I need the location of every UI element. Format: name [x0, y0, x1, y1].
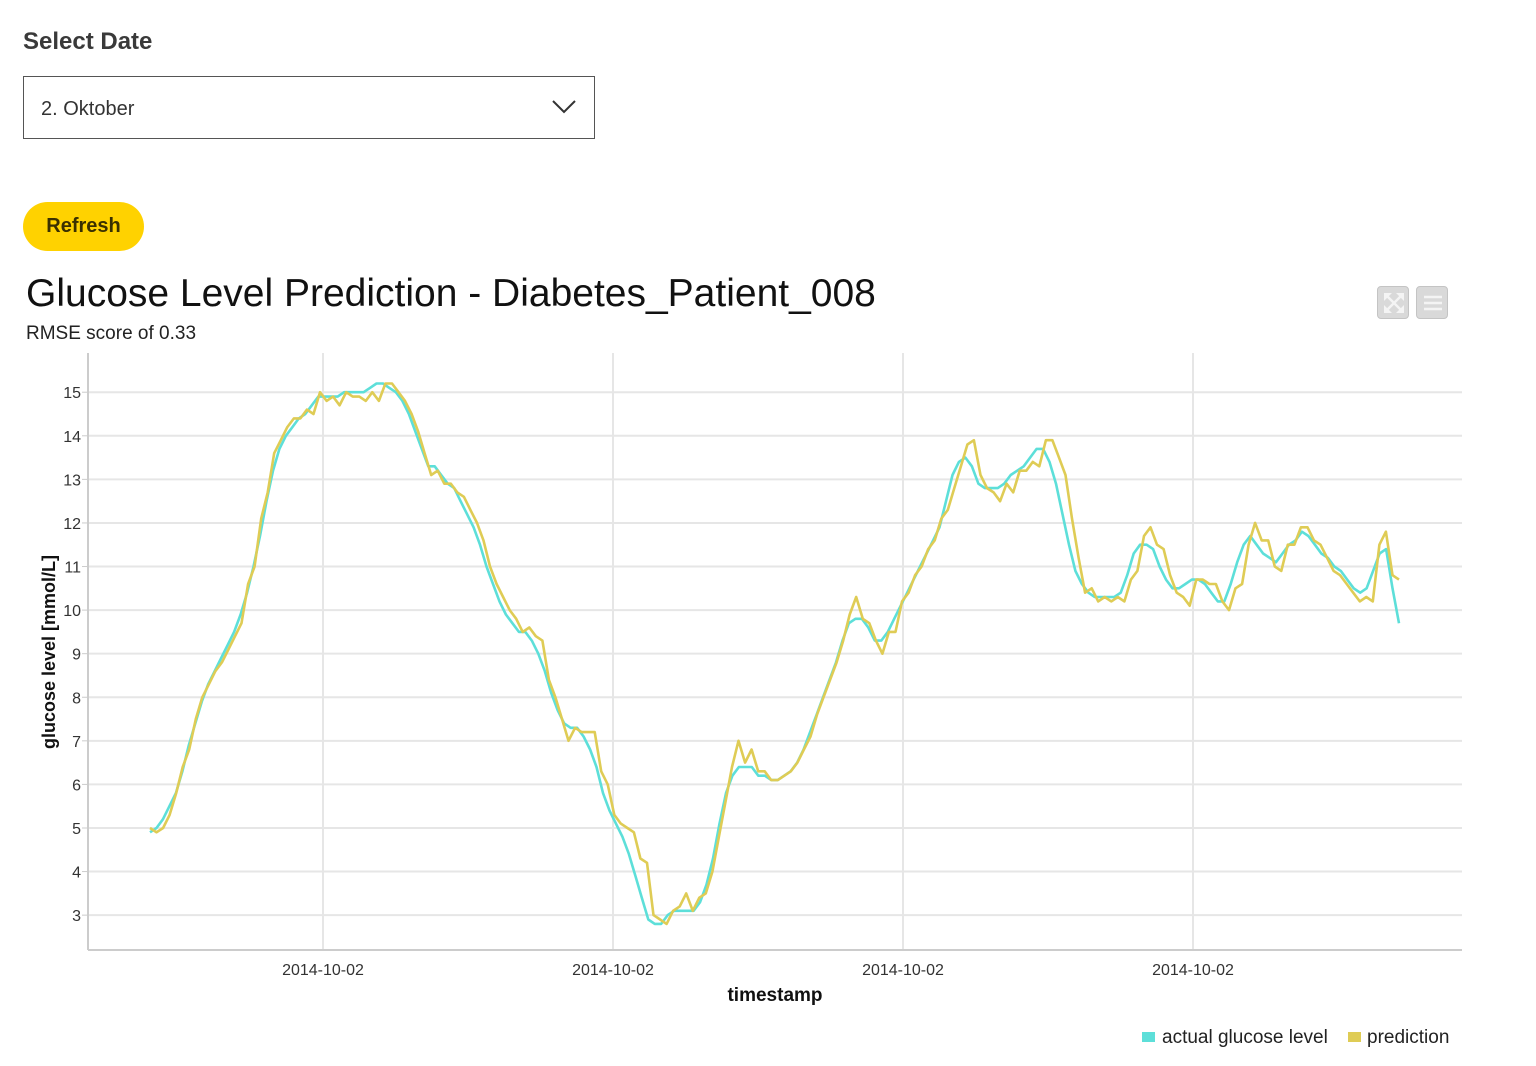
legend-label[interactable]: actual glucose level [1162, 1027, 1328, 1048]
refresh-button[interactable]: Refresh [23, 202, 144, 251]
y-axis-title: glucose level [mmol/L] [39, 555, 59, 749]
chart-subtitle: RMSE score of 0.33 [26, 323, 196, 344]
y-tick-label: 10 [63, 603, 81, 620]
x-tick-label: 2014-10-02 [862, 962, 944, 979]
legend-label[interactable]: prediction [1367, 1027, 1449, 1048]
series-lines [149, 382, 1401, 926]
menu-icon [1424, 295, 1442, 311]
y-tick-label: 3 [72, 908, 81, 925]
date-select-value: 2. Oktober [41, 98, 135, 120]
y-tick-label: 4 [72, 865, 81, 882]
grid [88, 353, 1462, 950]
chevron-down-icon [552, 100, 576, 114]
axes: 3 4 5 6 7 8 9 10 11 12 13 14 15 2014-10-02 2014-10-02 2… [63, 353, 1462, 979]
legend-swatch [1348, 1032, 1361, 1042]
date-select[interactable]: 2. Oktober [23, 76, 595, 139]
y-tick-label: 7 [72, 734, 81, 751]
chart-menu-button[interactable] [1416, 286, 1448, 319]
y-tick-label: 5 [72, 821, 81, 838]
y-tick-label: 11 [64, 560, 81, 577]
legend: actual glucose level prediction [1142, 1027, 1449, 1048]
x-axis-title: timestamp [727, 985, 822, 1006]
y-tick-label: 8 [72, 690, 81, 707]
x-tick-label: 2014-10-02 [1152, 962, 1234, 979]
y-tick-label: 9 [72, 647, 81, 664]
chart-title: Glucose Level Prediction - Diabetes_Pati… [26, 272, 876, 315]
y-tick-label: 12 [63, 516, 81, 533]
select-date-label: Select Date [23, 28, 153, 55]
y-tick-label: 14 [63, 429, 81, 446]
legend-swatch [1142, 1032, 1155, 1042]
y-tick-label: 6 [72, 777, 81, 794]
x-tick-label: 2014-10-02 [282, 962, 364, 979]
expand-button[interactable] [1377, 286, 1409, 319]
glucose-chart: Glucose Level Prediction - Diabetes_Pati… [26, 272, 1462, 1048]
y-tick-label: 15 [63, 385, 81, 402]
prediction-series-line [149, 382, 1400, 926]
y-tick-label: 13 [63, 472, 81, 489]
expand-icon [1384, 293, 1404, 313]
x-tick-label: 2014-10-02 [572, 962, 654, 979]
